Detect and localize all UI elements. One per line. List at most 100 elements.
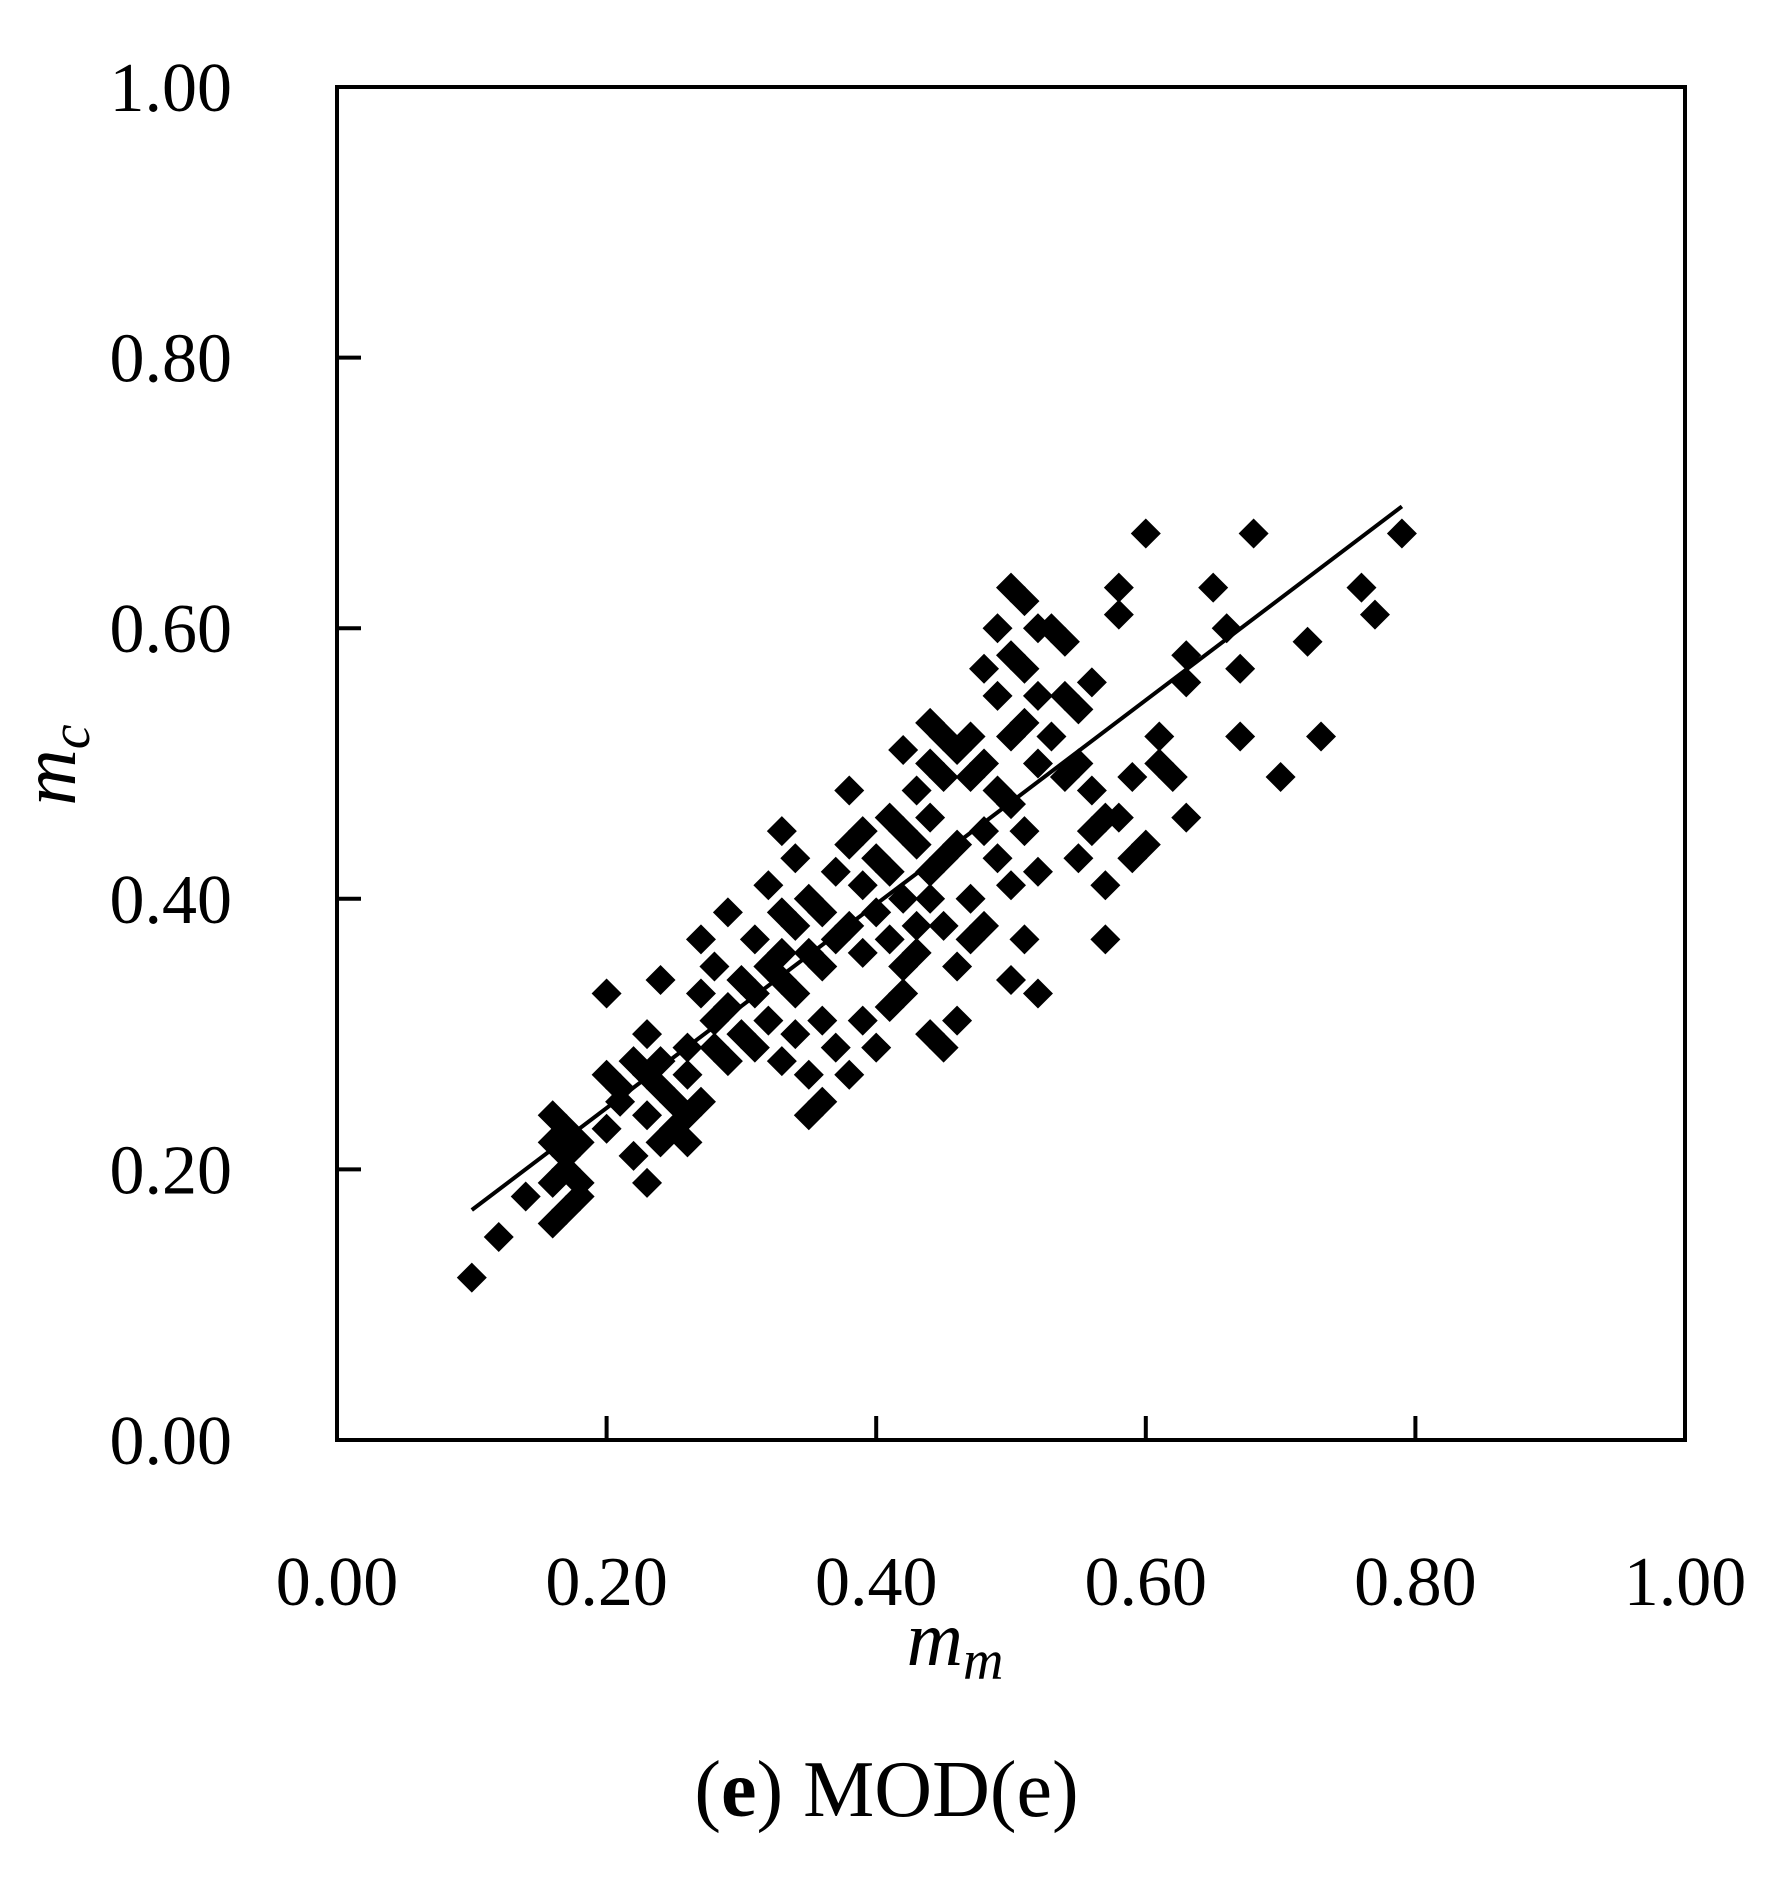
data-point [969, 748, 1000, 779]
plot-frame [335, 85, 1687, 1442]
data-point [1009, 586, 1040, 617]
data-point [591, 978, 622, 1009]
x-tick-label: 0.40 [815, 1544, 938, 1621]
data-point [685, 978, 716, 1009]
data-point [982, 680, 1013, 711]
data-points [456, 518, 1417, 1293]
data-point [1103, 572, 1134, 603]
data-point [928, 762, 959, 793]
data-point [1009, 653, 1040, 684]
regression-line [470, 504, 1404, 1212]
data-point [1359, 599, 1390, 630]
data-point [766, 816, 797, 847]
caption-letter: e [721, 1746, 757, 1834]
data-point [510, 1181, 541, 1212]
data-point [780, 910, 811, 941]
data-point [861, 897, 892, 928]
data-point [847, 816, 878, 847]
data-point [618, 1140, 649, 1171]
data-point [996, 870, 1026, 901]
data-point [1049, 626, 1080, 657]
data-point [955, 721, 986, 752]
data-point [632, 1019, 663, 1050]
data-point [1090, 924, 1121, 955]
data-point [1103, 802, 1134, 833]
data-point [766, 937, 797, 968]
data-point [1090, 870, 1121, 901]
x-axis-label: mm [907, 1595, 1004, 1692]
data-point [1225, 721, 1256, 752]
data-point [1063, 843, 1094, 874]
data-point [820, 856, 851, 887]
data-point [874, 924, 905, 955]
y-axis-label: mc [5, 724, 102, 805]
y-tick-label: 0.60 [110, 591, 233, 668]
data-point [780, 843, 811, 874]
data-point [861, 1032, 892, 1063]
data-point [1022, 680, 1053, 711]
data-point [1009, 924, 1040, 955]
data-point [955, 883, 986, 914]
figure-caption: (e) MOD(e) [694, 1746, 1079, 1834]
data-point [807, 951, 838, 982]
data-point [483, 1222, 514, 1253]
data-point [820, 1032, 851, 1063]
data-point [1130, 829, 1161, 860]
data-point [807, 1005, 838, 1036]
data-point [874, 856, 905, 887]
data-point [793, 1059, 824, 1090]
data-point [915, 802, 946, 833]
x-tick-label: 0.60 [1085, 1544, 1208, 1621]
data-point [901, 937, 932, 968]
data-point [847, 870, 878, 901]
data-point [672, 1127, 703, 1158]
data-point [1144, 721, 1175, 752]
data-point [901, 910, 932, 941]
data-point [632, 1100, 663, 1131]
data-point [645, 1046, 676, 1077]
data-point [1265, 762, 1296, 793]
data-point [1076, 775, 1107, 806]
data-point [807, 1086, 838, 1117]
data-point [1171, 640, 1202, 671]
data-point [942, 951, 973, 982]
data-point [1292, 626, 1323, 657]
tick-labels: 0.00 0.20 0.40 0.60 0.80 1.00 0.00 0.20 0.40 0.60… [110, 50, 1747, 1621]
data-point [1022, 748, 1053, 779]
data-point [712, 992, 743, 1023]
data-point [1346, 572, 1377, 603]
data-point [591, 1113, 622, 1144]
y-tick-label: 0.00 [110, 1403, 233, 1480]
data-point [1009, 816, 1040, 847]
data-point [1036, 721, 1067, 752]
x-tick-label: 0.20 [545, 1544, 668, 1621]
data-point [753, 870, 784, 901]
data-point [645, 964, 676, 995]
data-point [685, 1086, 716, 1117]
data-point [928, 910, 959, 941]
data-point [1171, 802, 1202, 833]
axis-ticks [337, 355, 1418, 1440]
data-point [834, 775, 865, 806]
data-point [753, 1005, 784, 1036]
data-point [739, 924, 770, 955]
data-point [1076, 667, 1107, 698]
data-point [456, 1262, 487, 1293]
data-point [632, 1167, 663, 1198]
data-point [942, 1005, 973, 1036]
data-point [847, 937, 878, 968]
data-point [1225, 653, 1256, 684]
data-point [807, 897, 838, 928]
data-point [969, 653, 1000, 684]
x-tick-label: 0.00 [276, 1544, 399, 1621]
data-point [564, 1167, 595, 1198]
data-point [712, 897, 743, 928]
data-point [1130, 518, 1161, 549]
y-tick-label: 1.00 [110, 50, 233, 127]
data-point [969, 816, 1000, 847]
data-point [834, 1059, 865, 1090]
data-point [915, 883, 946, 914]
data-point [1009, 707, 1040, 738]
data-point [672, 1059, 703, 1090]
